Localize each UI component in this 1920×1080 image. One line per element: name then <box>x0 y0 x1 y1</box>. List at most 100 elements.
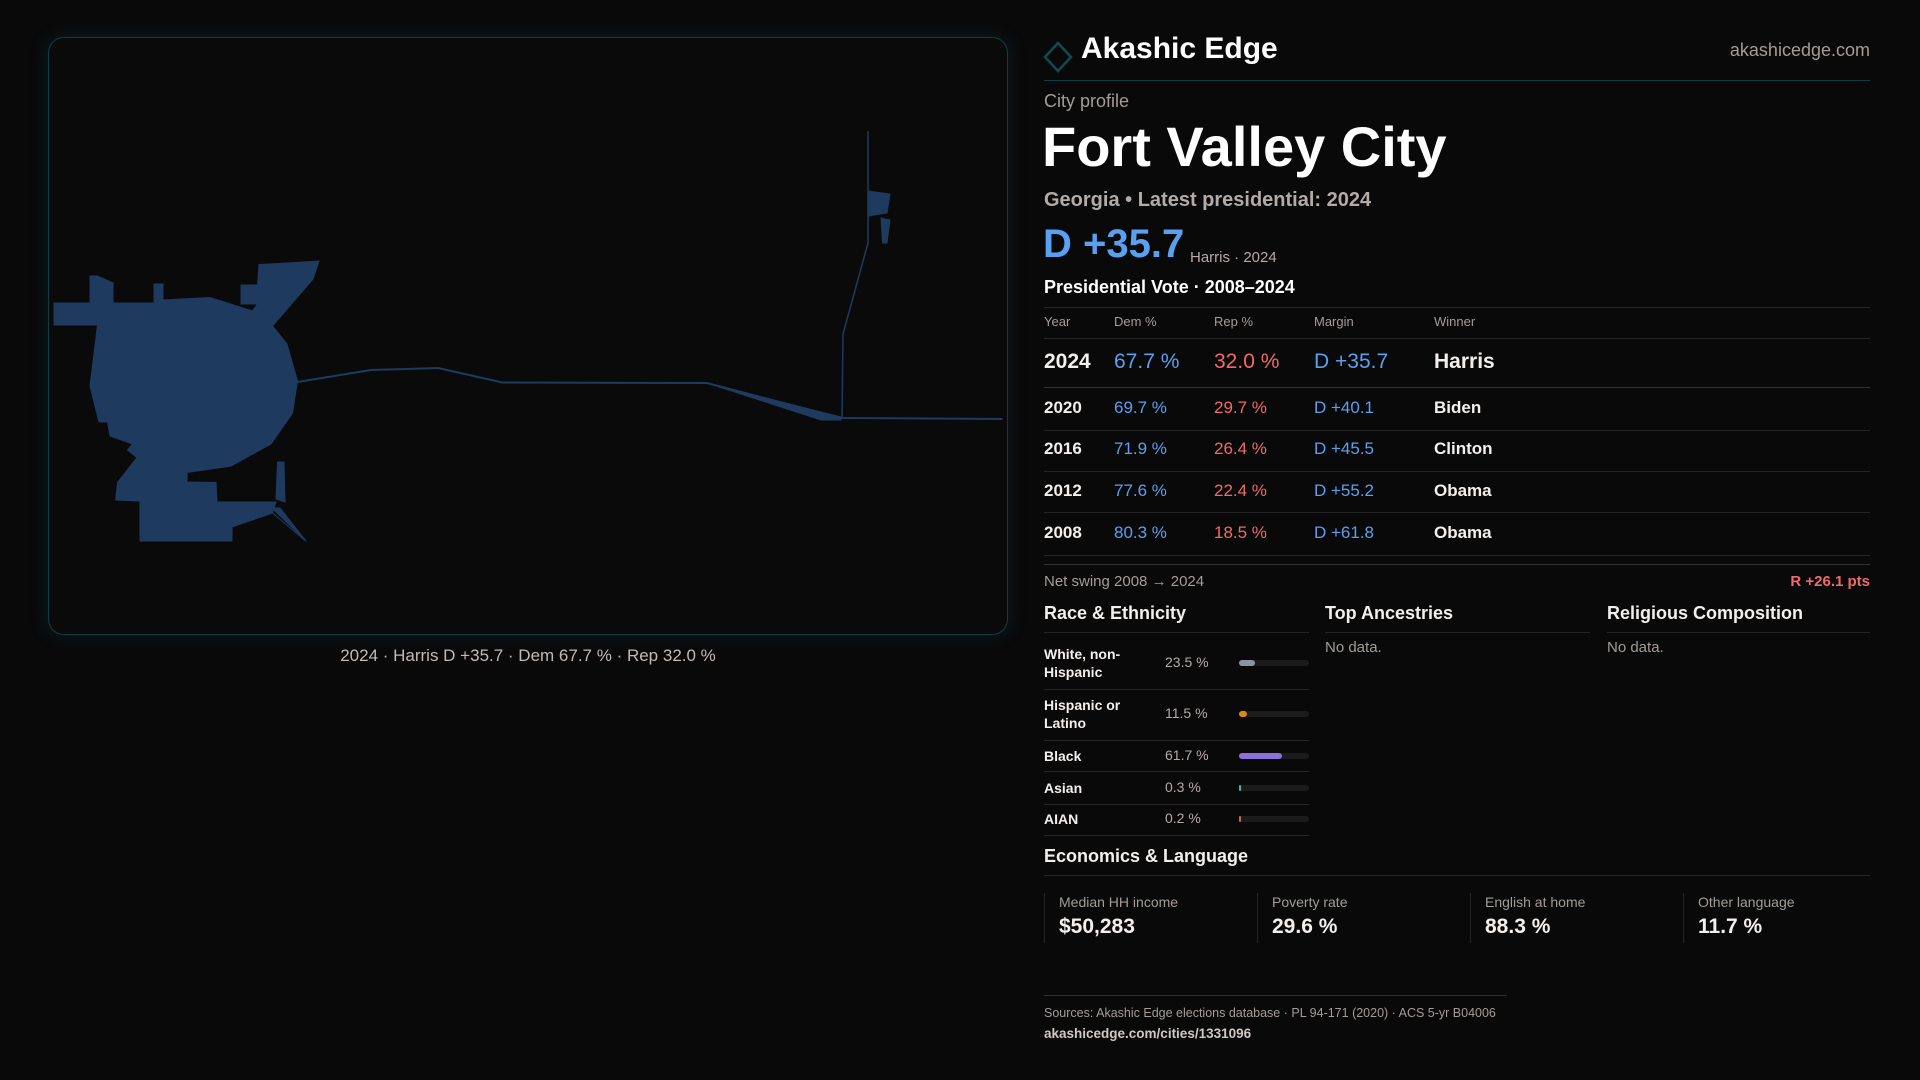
margin-cell: D +45.5 <box>1314 439 1375 458</box>
divider <box>1044 338 1870 339</box>
race-bar-fill <box>1239 660 1256 666</box>
race-bar <box>1239 816 1309 822</box>
stat-label: Poverty rate <box>1272 894 1348 910</box>
dem-cell: 67.7 % <box>1114 350 1180 373</box>
dem-cell: 77.6 % <box>1114 481 1167 500</box>
margin-cell: D +55.2 <box>1314 481 1375 500</box>
divider <box>1607 632 1870 633</box>
year-cell: 2012 <box>1044 481 1082 500</box>
divider <box>1470 893 1471 943</box>
winner-cell: Obama <box>1434 481 1492 500</box>
stat-value: 11.7 % <box>1698 915 1763 938</box>
race-bar-fill <box>1239 816 1241 822</box>
margin-cell: D +40.1 <box>1314 398 1375 417</box>
year-cell: 2008 <box>1044 523 1082 542</box>
headline-margin: D +35.7 <box>1043 222 1185 266</box>
divider <box>1044 387 1870 388</box>
header-divider <box>1044 80 1870 81</box>
sources-text: Sources: Akashic Edge elections database… <box>1044 1006 1496 1020</box>
race-pct: 0.3 % <box>1165 779 1201 795</box>
site-link[interactable]: akashicedge.com <box>1729 40 1870 60</box>
divider <box>1044 835 1309 836</box>
winner-cell: Biden <box>1434 398 1482 417</box>
race-label: Black <box>1044 747 1081 765</box>
net-swing-value: R +26.1 pts <box>1790 573 1870 590</box>
divider <box>1044 555 1870 556</box>
dem-cell: 69.7 % <box>1114 398 1167 417</box>
margin-cell: D +61.8 <box>1314 523 1375 542</box>
divider <box>1044 471 1870 472</box>
stat-label: English at home <box>1485 894 1586 910</box>
race-label: White, non- Hispanic <box>1044 645 1120 681</box>
divider <box>1044 564 1870 565</box>
religion-empty: No data. <box>1607 639 1664 656</box>
stat-value: 88.3 % <box>1485 915 1551 938</box>
ancestries-title: Top Ancestries <box>1325 603 1454 623</box>
stat-label: Other language <box>1698 894 1795 910</box>
divider <box>1044 771 1309 772</box>
race-bar-fill <box>1239 785 1241 791</box>
race-pct: 23.5 % <box>1165 654 1209 670</box>
margin-cell: D +35.7 <box>1314 350 1389 373</box>
net-swing-label: Net swing 2008 → 2024 <box>1044 573 1205 590</box>
headline-margin-note: Harris · 2024 <box>1190 249 1277 266</box>
rep-cell: 18.5 % <box>1214 523 1267 542</box>
divider <box>1044 307 1870 308</box>
year-cell: 2016 <box>1044 439 1082 458</box>
brand-name: Akashic Edge <box>1081 32 1278 65</box>
winner-cell: Harris <box>1434 350 1495 373</box>
header-margin: Margin <box>1314 314 1354 329</box>
rep-cell: 29.7 % <box>1214 398 1267 417</box>
winner-cell: Obama <box>1434 523 1492 542</box>
race-bar <box>1239 785 1309 791</box>
header-winner: Winner <box>1434 314 1476 329</box>
diamond-logo-icon <box>1043 41 1073 73</box>
header-dem: Dem % <box>1114 314 1157 329</box>
race-label-line: Hispanic or <box>1044 697 1121 713</box>
race-label-line: Asian <box>1044 780 1083 796</box>
map-panel[interactable] <box>48 37 1008 635</box>
divider <box>1325 632 1590 633</box>
race-label-line: Black <box>1044 748 1082 764</box>
race-pct: 11.5 % <box>1165 705 1208 721</box>
header-year: Year <box>1044 314 1071 329</box>
race-title: Race & Ethnicity <box>1044 603 1187 623</box>
dem-cell: 71.9 % <box>1114 439 1167 458</box>
footer-divider <box>1044 995 1507 996</box>
votes-title: Presidential Vote · 2008–2024 <box>1044 277 1295 297</box>
divider <box>1257 893 1258 943</box>
race-pct: 61.7 % <box>1165 747 1209 763</box>
divider <box>1044 689 1309 690</box>
rep-cell: 22.4 % <box>1214 481 1267 500</box>
race-label: Asian <box>1044 779 1082 797</box>
race-pct: 0.2 % <box>1165 810 1201 826</box>
winner-cell: Clinton <box>1434 439 1493 458</box>
divider <box>1044 804 1309 805</box>
divider <box>1044 430 1870 431</box>
divider <box>1044 875 1870 876</box>
header-rep: Rep % <box>1214 314 1254 329</box>
rep-cell: 32.0 % <box>1214 350 1280 373</box>
stat-value: 29.6 % <box>1272 915 1338 938</box>
divider <box>1044 740 1309 741</box>
race-label-line: White, non- <box>1044 646 1121 662</box>
race-label-line: Latino <box>1044 715 1086 731</box>
divider <box>1044 632 1309 633</box>
year-cell: 2020 <box>1044 398 1082 417</box>
year-cell: 2024 <box>1044 350 1091 373</box>
rep-cell: 26.4 % <box>1214 439 1267 458</box>
stat-label: Median HH income <box>1059 894 1179 910</box>
race-bar <box>1239 660 1309 666</box>
race-bar-fill <box>1239 753 1283 759</box>
race-label-line: Hispanic <box>1044 664 1103 680</box>
ancestries-empty: No data. <box>1325 639 1382 656</box>
page-url[interactable]: akashicedge.com/cities/1331096 <box>1044 1026 1252 1041</box>
race-bar-fill <box>1239 711 1248 717</box>
race-label: AIAN <box>1044 810 1078 828</box>
divider <box>1044 893 1045 943</box>
religion-title: Religious Composition <box>1607 603 1803 623</box>
profile-subtitle: Georgia • Latest presidential: 2024 <box>1044 189 1372 211</box>
profile-kicker: City profile <box>1044 91 1130 111</box>
page-title: Fort Valley City <box>1042 115 1447 178</box>
stat-value: $50,283 <box>1059 915 1135 938</box>
